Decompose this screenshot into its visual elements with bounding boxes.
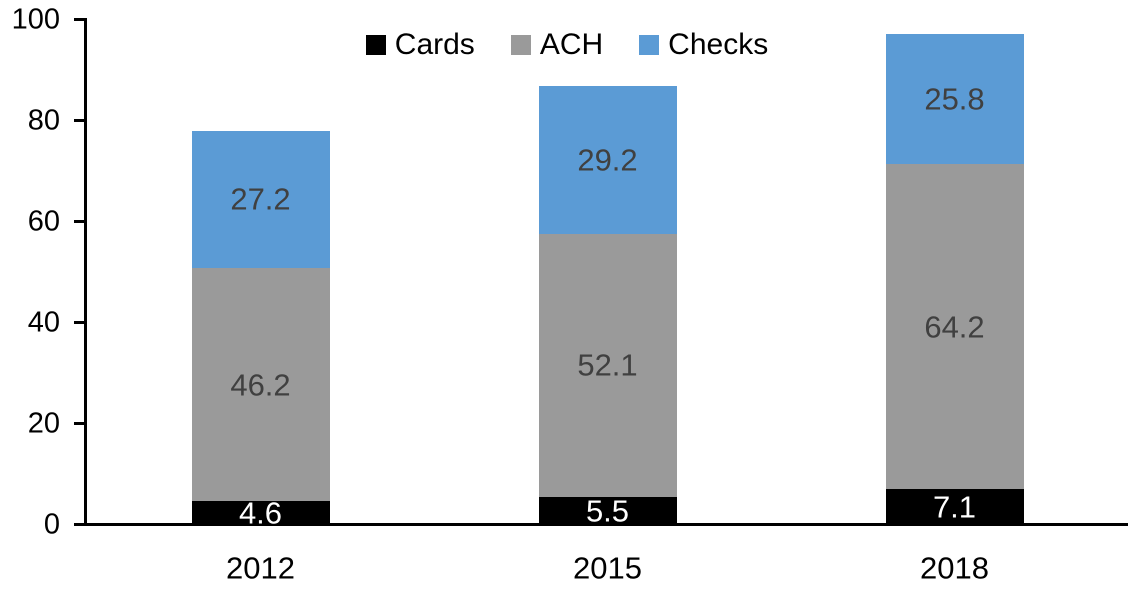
- legend-label: ACH: [539, 28, 604, 61]
- legend-swatch-ach: [510, 35, 531, 55]
- x-axis-category-label: 2018: [920, 550, 989, 586]
- bar-segment-checks-2012: [191, 130, 330, 268]
- x-axis-category-label: 2015: [573, 550, 642, 586]
- legend-label: Checks: [668, 28, 769, 61]
- bar-segment-cards-2012: [191, 501, 330, 525]
- x-axis-category-label: 2012: [226, 550, 295, 586]
- bar-value-label: 7.1: [932, 489, 977, 525]
- bar-value-label: 64.2: [924, 309, 985, 345]
- y-axis-line: [84, 18, 87, 525]
- bar-value-label: 25.8: [924, 81, 985, 117]
- bar-segment-ach-2015: [538, 233, 677, 497]
- y-axis-tick-label: 80: [27, 104, 60, 136]
- bar-segment-checks-2015: [538, 86, 677, 234]
- y-axis-tick-label: 40: [27, 306, 60, 338]
- legend-item-ach: ACH: [510, 28, 604, 61]
- bar-value-label: 27.2: [230, 181, 291, 217]
- chart-legend: Cards ACH Checks: [0, 30, 1134, 60]
- legend-label: Cards: [394, 28, 475, 61]
- x-axis-line: [84, 523, 1128, 526]
- bar-value-label: 5.5: [585, 493, 630, 529]
- legend-swatch-cards: [365, 35, 386, 55]
- y-axis-tick: [74, 321, 84, 324]
- bar-value-label: 46.2: [230, 367, 291, 403]
- y-axis-tick: [74, 220, 84, 223]
- y-axis-tick: [74, 18, 84, 21]
- legend-item-checks: Checks: [639, 30, 768, 60]
- y-axis-tick: [74, 422, 84, 425]
- y-axis-tick-label: 20: [27, 407, 60, 439]
- y-axis-tick-label: 100: [11, 3, 60, 35]
- bar-value-label: 29.2: [577, 142, 638, 178]
- bar-segment-cards-2018: [885, 488, 1024, 525]
- y-axis-tick: [74, 119, 84, 122]
- legend-swatch-checks: [639, 35, 660, 55]
- bar-value-label: 4.6: [238, 495, 283, 531]
- y-axis-tick-label: 0: [43, 508, 60, 540]
- bar-value-label: 52.1: [577, 347, 638, 383]
- bar-segment-ach-2018: [885, 164, 1024, 489]
- legend-item-cards: Cards: [365, 28, 475, 61]
- y-axis-tick: [74, 523, 84, 526]
- bar-segment-checks-2018: [885, 34, 1024, 165]
- y-axis-tick-label: 60: [27, 205, 60, 237]
- bar-segment-ach-2012: [191, 267, 330, 502]
- bar-segment-cards-2015: [538, 496, 677, 525]
